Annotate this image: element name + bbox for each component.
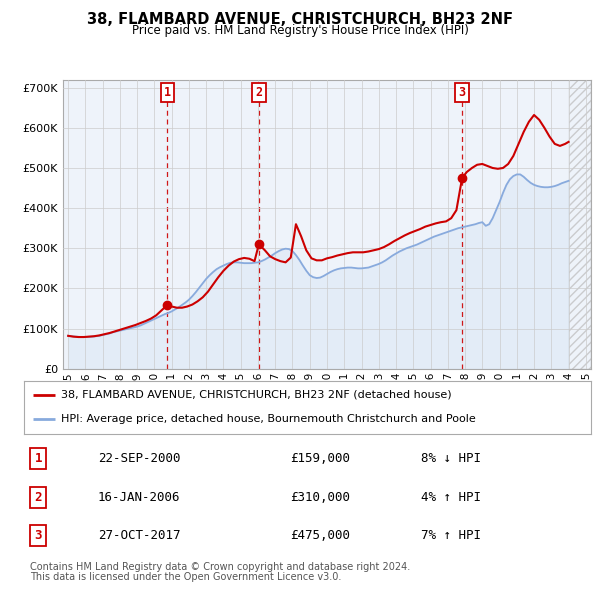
Text: HPI: Average price, detached house, Bournemouth Christchurch and Poole: HPI: Average price, detached house, Bour… bbox=[61, 414, 476, 424]
Text: 27-OCT-2017: 27-OCT-2017 bbox=[98, 529, 180, 542]
Text: £310,000: £310,000 bbox=[290, 490, 350, 504]
Text: £159,000: £159,000 bbox=[290, 452, 350, 465]
Text: 2: 2 bbox=[255, 86, 262, 99]
Text: 38, FLAMBARD AVENUE, CHRISTCHURCH, BH23 2NF (detached house): 38, FLAMBARD AVENUE, CHRISTCHURCH, BH23 … bbox=[61, 390, 451, 400]
Text: 7% ↑ HPI: 7% ↑ HPI bbox=[421, 529, 481, 542]
Text: 8% ↓ HPI: 8% ↓ HPI bbox=[421, 452, 481, 465]
Text: 1: 1 bbox=[34, 452, 42, 465]
Text: 16-JAN-2006: 16-JAN-2006 bbox=[98, 490, 180, 504]
Text: Price paid vs. HM Land Registry's House Price Index (HPI): Price paid vs. HM Land Registry's House … bbox=[131, 24, 469, 37]
Text: 4% ↑ HPI: 4% ↑ HPI bbox=[421, 490, 481, 504]
Text: 1: 1 bbox=[164, 86, 171, 99]
Text: Contains HM Land Registry data © Crown copyright and database right 2024.: Contains HM Land Registry data © Crown c… bbox=[30, 562, 410, 572]
Text: This data is licensed under the Open Government Licence v3.0.: This data is licensed under the Open Gov… bbox=[30, 572, 341, 582]
Text: £475,000: £475,000 bbox=[290, 529, 350, 542]
Text: 38, FLAMBARD AVENUE, CHRISTCHURCH, BH23 2NF: 38, FLAMBARD AVENUE, CHRISTCHURCH, BH23 … bbox=[87, 12, 513, 27]
Text: 2: 2 bbox=[34, 490, 42, 504]
Text: 3: 3 bbox=[458, 86, 466, 99]
Text: 22-SEP-2000: 22-SEP-2000 bbox=[98, 452, 180, 465]
Text: 3: 3 bbox=[34, 529, 42, 542]
